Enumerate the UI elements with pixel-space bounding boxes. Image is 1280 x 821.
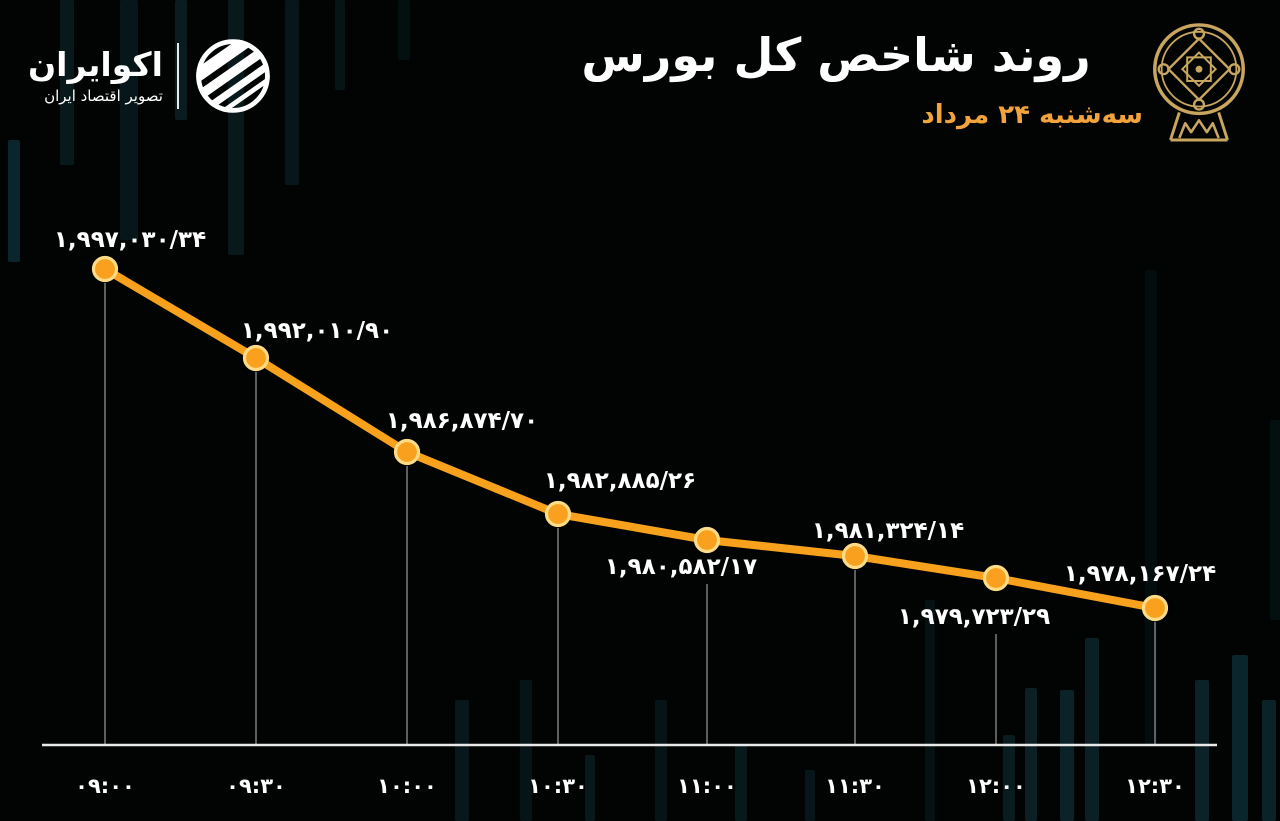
background-bar bbox=[1025, 688, 1037, 821]
data-point bbox=[841, 542, 869, 570]
brand-name: اکوایران bbox=[28, 45, 163, 85]
background-bar bbox=[120, 0, 138, 240]
page-subtitle: سه‌شنبه ۲۴ مرداد bbox=[921, 100, 1143, 130]
trend-line bbox=[101, 265, 1159, 612]
background-bar bbox=[520, 680, 532, 821]
background-bar bbox=[1145, 270, 1157, 745]
background-bar bbox=[585, 755, 595, 821]
data-point bbox=[693, 526, 721, 554]
data-point bbox=[91, 255, 119, 283]
brand-tagline: تصویر اقتصاد ایران bbox=[44, 86, 163, 105]
background-bar bbox=[60, 0, 74, 165]
brand-text: اکوایران تصویر اقتصاد ایران bbox=[28, 45, 163, 105]
data-point bbox=[544, 500, 572, 528]
background-bar bbox=[1232, 655, 1248, 821]
background-bar bbox=[805, 770, 815, 821]
background-bar bbox=[455, 700, 469, 821]
tse-emblem-icon bbox=[1153, 23, 1245, 142]
background-bar bbox=[1060, 690, 1074, 821]
ecoiran-brand: اکوایران تصویر اقتصاد ایران bbox=[28, 36, 273, 116]
background-bar bbox=[925, 600, 935, 821]
background-bar bbox=[655, 700, 667, 821]
data-point bbox=[982, 564, 1010, 592]
background-bar bbox=[335, 0, 345, 90]
background-bar bbox=[1085, 638, 1099, 821]
ecoiran-logo-icon bbox=[192, 36, 273, 116]
background-bar bbox=[1270, 420, 1280, 620]
data-point bbox=[1141, 594, 1169, 622]
background-bar bbox=[285, 0, 299, 185]
data-point bbox=[242, 344, 270, 372]
data-point bbox=[393, 438, 421, 466]
page-title: روند شاخص کل بورس bbox=[581, 28, 1091, 82]
brand-divider bbox=[176, 43, 179, 109]
background-bar bbox=[8, 140, 20, 262]
background-bar bbox=[398, 0, 410, 60]
background-bar bbox=[1003, 735, 1015, 821]
background-bar bbox=[1262, 700, 1276, 821]
background-bar bbox=[1195, 680, 1209, 821]
background-bar bbox=[735, 745, 747, 821]
